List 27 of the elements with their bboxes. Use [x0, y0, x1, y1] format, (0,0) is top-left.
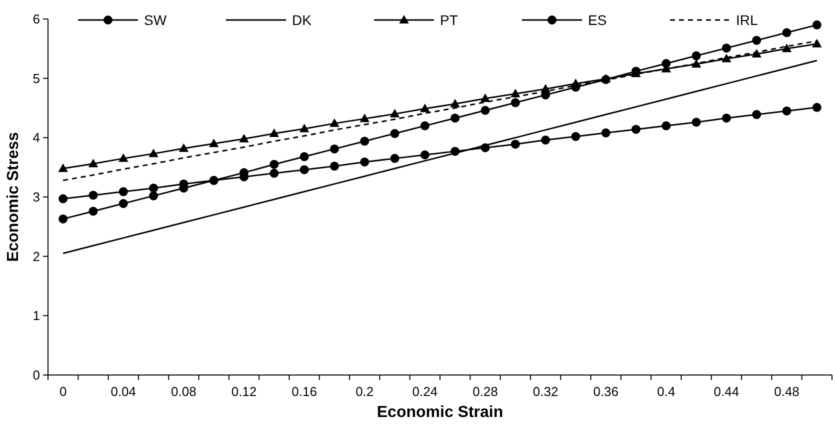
x-tick-label: 0.12	[231, 384, 257, 399]
x-tick-label: 0.04	[110, 384, 136, 399]
y-tick-label: 3	[32, 190, 40, 205]
legend-label: SW	[144, 12, 168, 28]
x-tick-label: 0.28	[472, 384, 498, 399]
x-tick-label: 0.36	[593, 384, 618, 399]
x-axis-title: Economic Strain	[376, 404, 504, 421]
y-tick-label: 0	[32, 368, 40, 383]
x-tick-label: 0.24	[412, 384, 438, 399]
x-tick-label: 0	[59, 384, 67, 399]
x-tick-label: 0.4	[657, 384, 676, 399]
x-tick-label: 0.16	[292, 384, 317, 399]
x-tick-label: 0.48	[774, 384, 800, 399]
y-tick-label: 6	[32, 12, 40, 27]
y-tick-label: 4	[32, 130, 40, 146]
y-tick-label: 5	[32, 70, 40, 86]
x-tick-label: 0.44	[714, 384, 740, 399]
legend-label: PT	[440, 12, 458, 28]
x-tick-label: 0.2	[356, 384, 374, 399]
x-tick-label: 0.08	[171, 384, 196, 399]
legend-label: IRL	[736, 12, 758, 28]
x-tick-label: 0.32	[532, 384, 558, 399]
y-axis-title: Economic Stress	[5, 132, 22, 262]
y-tick-label: 1	[32, 308, 40, 324]
legend-label: DK	[292, 12, 312, 28]
y-tick-label: 2	[32, 248, 40, 264]
legend-label: ES	[588, 12, 607, 28]
